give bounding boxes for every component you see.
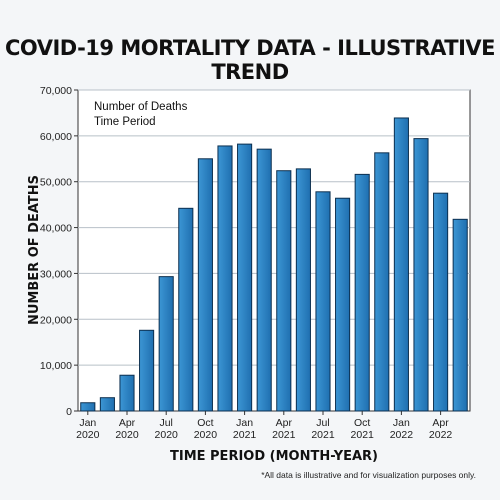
plot-area: [77, 89, 471, 412]
x-tick-month: Apr: [432, 417, 449, 429]
x-tick-year: 2020: [115, 429, 139, 441]
bar: [393, 117, 409, 412]
x-tick-month: Jan: [393, 417, 410, 429]
bar: [197, 158, 213, 412]
x-tick-year: 2020: [155, 429, 179, 441]
x-tick-year: 2022: [429, 429, 453, 441]
bar: [119, 374, 135, 412]
chart-title: COVID-19 MORTALITY DATA - ILLUSTRATIVE T…: [5, 36, 496, 84]
x-tick-year: 2020: [194, 429, 218, 441]
x-tick-month: Oct: [197, 417, 213, 429]
x-axis-label: TIME PERIOD (MONTH-YEAR): [170, 449, 378, 464]
y-tick-label: 30,000: [40, 268, 72, 280]
y-tick-label: 0: [66, 406, 72, 418]
x-tick-month: Apr: [119, 417, 136, 429]
y-tick-label: 70,000: [40, 85, 72, 97]
bar: [237, 143, 253, 412]
y-tick-label: 60,000: [40, 131, 72, 143]
bar: [276, 170, 292, 412]
bar: [354, 173, 370, 412]
x-tick-month: Jul: [316, 417, 329, 429]
x-tick-month: Apr: [276, 417, 293, 429]
legend: Number of Deaths Time Period: [94, 101, 188, 128]
x-tick-year: 2021: [311, 429, 335, 441]
bar: [217, 145, 233, 412]
bar: [256, 148, 272, 412]
x-axis-ticks: Jan2020Apr2020Jul2020Oct2020Jan2021Apr20…: [76, 411, 452, 441]
x-tick-month: Jan: [236, 417, 253, 429]
bar: [80, 402, 96, 412]
x-tick-year: 2020: [76, 429, 100, 441]
y-tick-label: 20,000: [40, 314, 72, 326]
bar: [374, 152, 390, 412]
y-tick-label: 50,000: [40, 177, 72, 189]
x-tick-month: Jul: [159, 417, 172, 429]
bar: [295, 168, 311, 412]
bar: [139, 329, 155, 412]
x-tick-year: 2021: [233, 429, 257, 441]
legend-entry: Time Period: [94, 116, 156, 128]
x-tick-month: Oct: [354, 417, 370, 429]
bar: [99, 397, 115, 412]
bar: [315, 191, 331, 412]
x-tick-month: Jan: [79, 417, 96, 429]
y-axis-ticks: 0 10,000 20,000 30,000 40,000 50,000 60,000 70,…: [40, 85, 78, 418]
bar: [452, 218, 468, 412]
bar: [413, 138, 429, 412]
x-tick-year: 2021: [351, 429, 375, 441]
y-tick-label: 10,000: [40, 360, 72, 372]
legend-entry: Number of Deaths: [94, 101, 188, 113]
footnote: *All data is illustrative and for visual…: [261, 470, 476, 480]
bars: [80, 117, 468, 412]
y-tick-label: 40,000: [40, 223, 72, 235]
bar: [433, 192, 449, 412]
x-tick-year: 2021: [272, 429, 296, 441]
y-axis-label: NUMBER OF DEATHS: [27, 175, 42, 325]
x-tick-year: 2022: [390, 429, 414, 441]
bar: [178, 207, 194, 412]
bar: [158, 276, 174, 412]
bar: [335, 197, 351, 412]
